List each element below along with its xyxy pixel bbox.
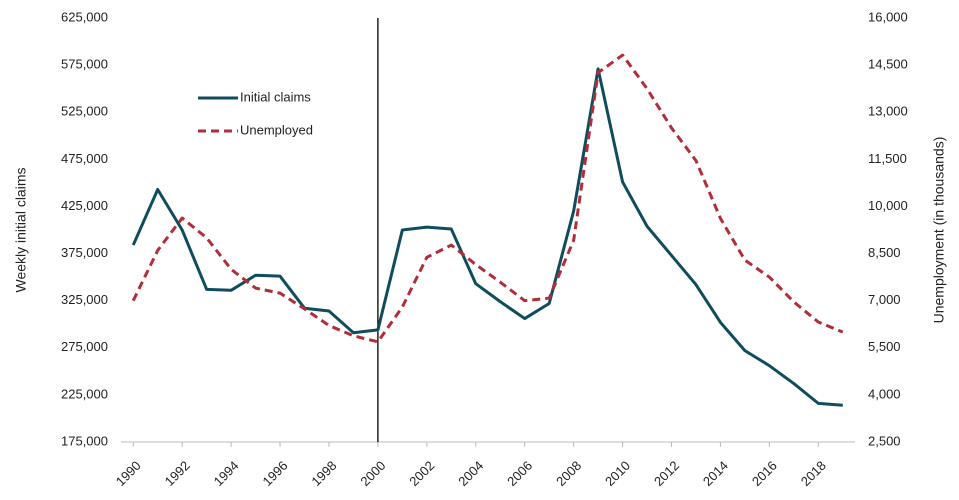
- y2-tick-label: 10,000: [868, 198, 908, 213]
- x-tick-label: 2016: [749, 458, 780, 489]
- y-tick-label: 575,000: [61, 57, 108, 72]
- x-tick-label: 2010: [602, 458, 633, 489]
- x-tick-label: 1992: [162, 458, 193, 489]
- legend-label: Initial claims: [240, 89, 311, 104]
- y-tick-label: 475,000: [61, 151, 108, 166]
- x-tick-label: 2014: [700, 458, 731, 489]
- y2-tick-label: 11,500: [868, 151, 907, 166]
- y-tick-label: 375,000: [61, 245, 108, 260]
- y2-tick-label: 8,500: [868, 245, 901, 260]
- x-tick-label: 2006: [504, 458, 535, 489]
- y2-tick-label: 14,500: [868, 57, 908, 72]
- x-tick-label: 1994: [211, 458, 242, 489]
- y2-tick-label: 2,500: [868, 433, 901, 448]
- y2-tick-label: 5,500: [868, 339, 901, 354]
- x-tick-label: 1990: [113, 458, 144, 489]
- y2-tick-label: 4,000: [868, 386, 901, 401]
- y2-tick-label: 16,000: [868, 9, 908, 24]
- y2-axis-title: Unemployment (in thousands): [931, 137, 947, 324]
- x-tick-label: 1998: [308, 458, 339, 489]
- line-series: [131, 67, 843, 407]
- y2-tick-label: 13,000: [868, 104, 908, 119]
- y-tick-label: 425,000: [61, 198, 108, 213]
- x-tick-label: 1996: [260, 458, 291, 489]
- y-tick-label: 275,000: [61, 339, 108, 354]
- x-tick-label: 2008: [553, 458, 584, 489]
- y-axis-title: Weekly initial claims: [13, 168, 29, 293]
- x-tick-label: 2018: [798, 458, 829, 489]
- y-tick-label: 525,000: [61, 104, 108, 119]
- x-tick-label: 2004: [455, 458, 486, 489]
- y-tick-label: 225,000: [61, 386, 108, 401]
- x-tick-label: 2012: [651, 458, 682, 489]
- y-tick-label: 325,000: [61, 292, 108, 307]
- y2-tick-label: 7,000: [868, 292, 901, 307]
- y-tick-label: 625,000: [61, 9, 108, 24]
- x-tick-label: 2000: [357, 458, 388, 489]
- x-tick-label: 2002: [406, 458, 437, 489]
- legend-label: Unemployed: [240, 122, 313, 137]
- y-tick-label: 175,000: [61, 433, 108, 448]
